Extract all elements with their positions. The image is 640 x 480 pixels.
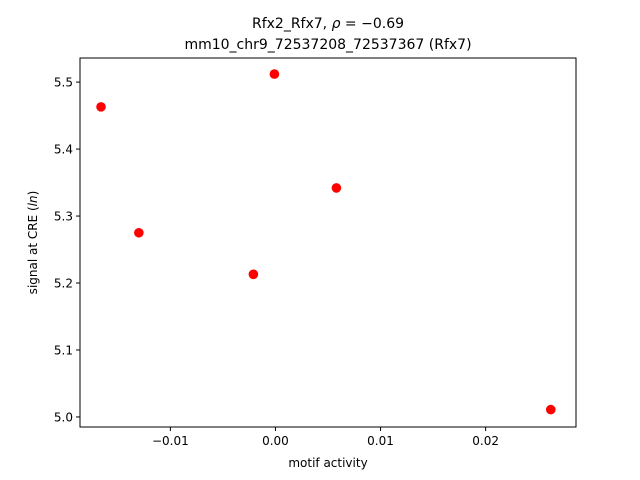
y-tick-label: 5.3	[54, 210, 73, 224]
x-axis-label: motif activity	[288, 456, 367, 470]
y-tick-label: 5.4	[54, 143, 73, 157]
axes-frame	[79, 57, 577, 428]
x-axis: −0.01 0.00 0.01 0.02	[152, 427, 499, 448]
x-tick-label: 0.01	[367, 434, 394, 448]
chart-title-line1: Rfx2_Rfx7, ρ = −0.69	[252, 16, 404, 32]
y-tick-label: 5.0	[54, 410, 73, 424]
plot-area	[96, 69, 556, 415]
chart-title-line2: mm10_chr9_72537208_72537367 (Rfx7)	[184, 37, 471, 53]
data-point	[545, 404, 556, 415]
data-point	[269, 69, 280, 79]
y-axis: 5.0 5.1 5.2 5.3 5.4 5.5	[54, 76, 80, 424]
x-tick-label: 0.02	[472, 434, 499, 448]
data-point	[96, 102, 106, 112]
data-point	[331, 183, 342, 193]
x-tick-label: −0.01	[152, 434, 189, 448]
y-tick-label: 5.5	[54, 76, 73, 90]
data-point	[134, 227, 144, 238]
y-tick-label: 5.2	[54, 277, 73, 291]
y-axis-label: signal at CRE (ln)	[26, 191, 40, 295]
x-tick-label: 0.00	[262, 434, 289, 448]
data-point	[248, 269, 259, 280]
y-tick-label: 5.1	[54, 343, 73, 357]
